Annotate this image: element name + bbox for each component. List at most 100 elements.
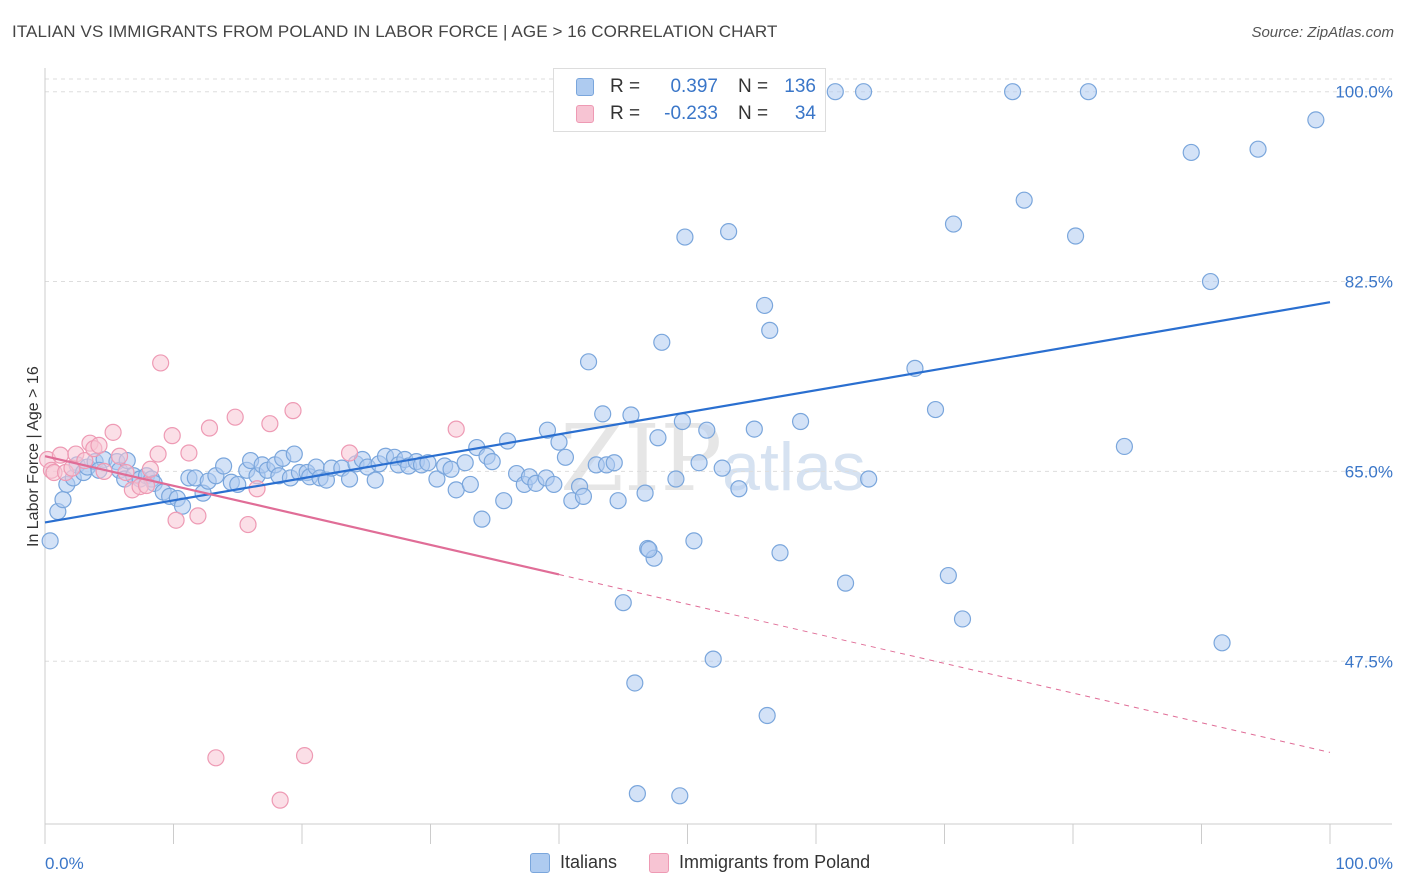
point-italians xyxy=(636,484,654,502)
legend-label-poland: Immigrants from Poland xyxy=(679,852,871,872)
trendline-italians xyxy=(44,301,1331,524)
point-poland xyxy=(207,749,225,767)
point-italians xyxy=(495,492,513,510)
point-italians xyxy=(673,412,691,431)
point-italians xyxy=(605,454,623,472)
point-italians xyxy=(826,83,844,101)
point-poland xyxy=(295,747,314,765)
point-poland xyxy=(200,419,219,437)
point-italians xyxy=(1307,111,1325,129)
point-italians xyxy=(944,215,963,233)
point-italians xyxy=(1201,272,1220,291)
point-poland xyxy=(271,791,289,809)
point-italians xyxy=(730,480,748,498)
legend-item-poland[interactable]: Immigrants from Poland xyxy=(649,852,870,873)
poland-legend-swatch-icon xyxy=(649,852,670,873)
point-italians xyxy=(939,566,957,585)
italians-legend-swatch-icon xyxy=(530,852,550,873)
point-italians xyxy=(556,448,575,466)
poland-swatch-icon xyxy=(576,105,594,123)
point-italians xyxy=(366,471,384,489)
source-label: Source: ZipAtlas.com xyxy=(1251,24,1394,41)
point-italians xyxy=(698,421,716,439)
point-italians xyxy=(690,454,708,472)
point-italians xyxy=(836,574,855,592)
point-italians xyxy=(594,405,612,423)
point-italians xyxy=(926,400,945,419)
n-label: N = xyxy=(738,103,769,124)
y-tick-label: 100.0% xyxy=(1335,83,1393,102)
point-italians xyxy=(704,650,722,668)
point-italians xyxy=(483,453,501,471)
n-label: N = xyxy=(738,76,769,97)
point-italians xyxy=(1115,437,1134,456)
chart-title: ITALIAN VS IMMIGRANTS FROM POLAND IN LAB… xyxy=(12,22,778,41)
point-italians xyxy=(442,460,460,478)
point-italians xyxy=(667,470,685,488)
point-italians xyxy=(755,296,774,315)
point-italians xyxy=(626,674,644,692)
r-label: R = xyxy=(610,103,641,124)
point-italians xyxy=(54,491,72,509)
point-poland xyxy=(149,445,167,463)
y-tick-label: 82.5% xyxy=(1345,273,1393,292)
x-tick-label-max: 100.0% xyxy=(1335,854,1393,873)
point-italians xyxy=(1182,143,1200,162)
point-italians xyxy=(499,432,517,450)
legend-item-italians[interactable]: Italians xyxy=(530,852,617,873)
point-poland xyxy=(447,420,465,438)
point-italians xyxy=(609,492,627,510)
point-poland xyxy=(90,436,108,454)
point-italians xyxy=(1079,83,1098,101)
point-italians xyxy=(854,83,873,101)
point-italians xyxy=(1004,83,1022,101)
point-poland xyxy=(239,515,257,534)
point-italians xyxy=(574,487,593,505)
legend-row-italians: R = 0.397 N = 136 xyxy=(576,74,816,100)
point-poland xyxy=(226,408,244,426)
point-italians xyxy=(685,532,703,550)
point-italians xyxy=(649,429,667,447)
point-italians xyxy=(745,420,763,438)
x-tick-label-min: 0.0% xyxy=(45,854,84,873)
point-italians xyxy=(860,470,878,488)
point-italians xyxy=(1213,634,1231,652)
point-italians xyxy=(653,333,671,351)
point-poland xyxy=(180,444,198,462)
point-poland xyxy=(141,460,159,478)
point-italians xyxy=(473,510,491,528)
point-italians xyxy=(640,540,658,559)
point-italians xyxy=(671,787,689,805)
point-italians xyxy=(579,353,598,371)
point-poland xyxy=(152,354,170,372)
point-poland xyxy=(340,444,359,462)
point-italians xyxy=(761,321,779,339)
point-italians xyxy=(550,433,568,451)
point-poland xyxy=(189,507,207,525)
legend-row-poland: R = -0.233 N = 34 xyxy=(576,101,816,127)
correlation-legend: R = 0.397 N = 136 R = -0.233 N = 34 xyxy=(553,68,826,132)
n-value: 34 xyxy=(794,103,816,124)
point-italians xyxy=(340,470,359,488)
point-poland xyxy=(167,511,185,529)
point-italians xyxy=(791,412,810,431)
y-axis-label: In Labor Force | Age > 16 xyxy=(25,366,42,547)
point-italians xyxy=(1249,140,1267,158)
r-label: R = xyxy=(610,76,641,97)
point-italians xyxy=(614,594,632,612)
point-italians xyxy=(1066,227,1085,245)
n-value: 136 xyxy=(784,76,816,97)
point-poland xyxy=(104,423,122,441)
point-italians xyxy=(461,475,479,494)
point-italians xyxy=(676,228,694,246)
point-italians xyxy=(215,457,233,475)
point-poland xyxy=(261,415,279,433)
point-poland xyxy=(110,447,129,465)
point-italians xyxy=(1015,191,1033,209)
point-italians xyxy=(41,532,59,550)
r-value: 0.397 xyxy=(670,76,718,97)
point-poland xyxy=(248,480,266,498)
trendline-poland xyxy=(44,455,560,576)
trendline-poland-extrapolated xyxy=(558,573,1331,753)
point-italians xyxy=(758,706,776,725)
